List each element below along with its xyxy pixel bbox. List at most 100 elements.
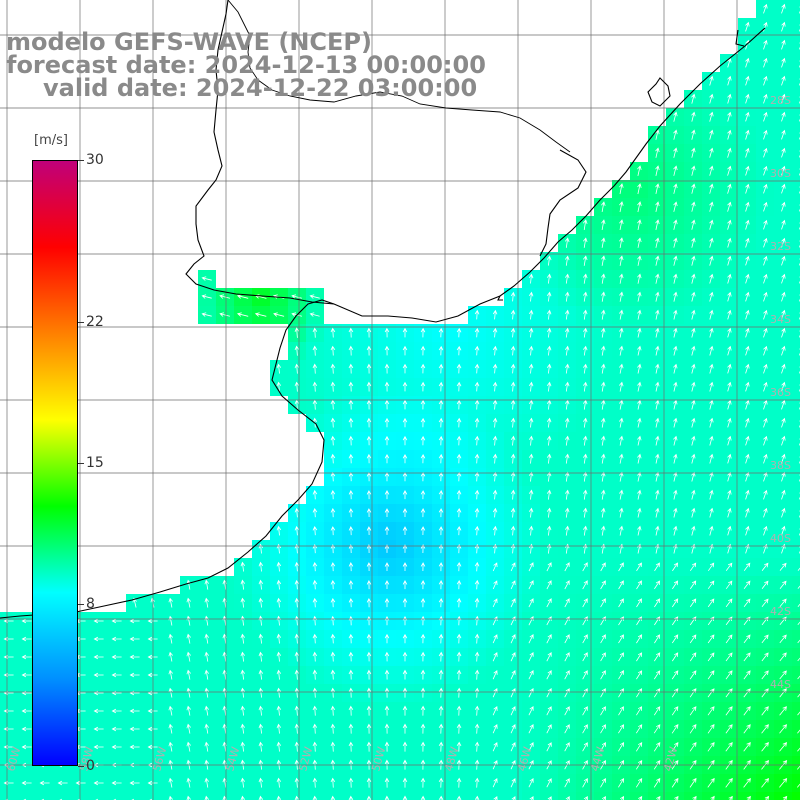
- wind-arrow: [348, 723, 354, 734]
- wind-arrow: [546, 363, 552, 374]
- wind-arrow: [781, 345, 786, 356]
- wind-arrow: [746, 795, 751, 800]
- wind-arrow: [294, 687, 300, 698]
- wind-arrow: [384, 777, 390, 788]
- wind-arrow: [528, 616, 534, 626]
- wind-arrow: [745, 183, 750, 194]
- wind-arrow: [582, 580, 588, 590]
- wind-arrow: [691, 525, 696, 536]
- wind-arrow: [309, 312, 320, 317]
- wind-arrow: [492, 598, 498, 608]
- wind-arrow: [276, 597, 282, 608]
- wind-arrow: [655, 147, 660, 158]
- wind-arrow: [528, 363, 534, 374]
- wind-arrow: [655, 471, 660, 482]
- wind-arrow: [384, 795, 390, 800]
- wind-arrow: [761, 742, 769, 752]
- wind-arrow: [781, 471, 786, 482]
- wind-arrow: [366, 580, 372, 590]
- longitude-label: 54W: [223, 745, 242, 773]
- wind-arrow: [348, 669, 354, 680]
- wind-arrow: [204, 723, 210, 734]
- wind-arrow: [240, 777, 246, 788]
- wind-arrow: [402, 399, 408, 410]
- wind-arrow: [204, 795, 210, 800]
- wind-arrow: [168, 705, 174, 716]
- wind-arrow: [492, 507, 498, 518]
- wind-arrow: [240, 651, 246, 662]
- wind-arrow: [600, 273, 606, 284]
- wind-arrow: [402, 435, 408, 446]
- wind-arrow: [240, 705, 246, 716]
- wind-arrow: [510, 435, 516, 446]
- wind-arrow: [528, 598, 534, 608]
- wind-arrow: [492, 417, 498, 428]
- wind-arrow: [330, 507, 336, 518]
- wind-arrow: [745, 489, 750, 500]
- latitude-labels: 28S 30S 32S 34S 36S 38S 40S 42S 44S: [770, 94, 791, 691]
- wind-arrow: [276, 579, 282, 590]
- wind-arrow: [312, 687, 318, 698]
- wind-arrow: [492, 453, 498, 464]
- wind-arrow: [709, 273, 714, 284]
- wind-arrow: [725, 580, 733, 590]
- wind-arrow: [402, 453, 408, 464]
- wind-arrow: [600, 489, 606, 500]
- wind-arrow: [330, 633, 336, 644]
- wind-arrow: [510, 616, 516, 626]
- wind-arrow: [564, 435, 570, 446]
- wind-arrow: [312, 381, 318, 392]
- wind-arrow: [201, 312, 212, 317]
- wind-arrow: [312, 327, 318, 338]
- longitude-labels: 60W 58W 56W 54W 52W 50W 48W 46W 44W 42W: [4, 745, 680, 773]
- wind-arrow: [707, 742, 715, 752]
- wind-arrow: [725, 562, 733, 571]
- wind-arrow: [671, 777, 679, 788]
- wind-arrow: [781, 111, 786, 122]
- wind-arrow: [637, 381, 642, 392]
- wind-arrow: [653, 688, 661, 698]
- wind-arrow: [709, 417, 714, 428]
- wind-arrow: [492, 724, 498, 734]
- wind-arrow: [168, 741, 174, 752]
- wind-arrow: [474, 597, 480, 608]
- wind-arrow: [745, 75, 750, 86]
- wind-arrow: [492, 435, 498, 446]
- wind-arrow: [330, 741, 336, 752]
- wind-arrow: [456, 435, 462, 446]
- wind-arrow: [600, 724, 606, 734]
- wind-arrow: [673, 363, 678, 374]
- wind-arrow: [691, 201, 696, 212]
- wind-arrow: [763, 489, 768, 500]
- wind-arrow: [492, 652, 498, 662]
- wind-arrow: [348, 562, 354, 572]
- colorbar-tick-label: 15: [86, 455, 104, 471]
- longitude-label: 42W: [661, 745, 680, 773]
- wind-arrow: [21, 780, 32, 786]
- wind-arrow: [420, 399, 426, 410]
- wind-arrow: [782, 795, 788, 800]
- coastline-rio-de-la-plata: [185, 0, 335, 305]
- wind-arrow: [600, 453, 606, 464]
- wind-speed-cell: [792, 396, 800, 414]
- wind-arrow: [309, 294, 320, 299]
- wind-arrow: [655, 237, 660, 248]
- wind-arrow: [564, 525, 570, 536]
- wind-arrow: [671, 723, 679, 734]
- wind-arrow: [709, 399, 714, 410]
- wind-speed-cell: [792, 162, 800, 180]
- wind-arrow: [564, 309, 570, 320]
- wind-arrow: [456, 561, 462, 572]
- wind-arrow: [291, 294, 303, 299]
- wind-arrow: [366, 435, 372, 446]
- wind-arrow: [619, 219, 624, 230]
- wind-arrow: [348, 508, 354, 518]
- wind-arrow: [564, 634, 570, 644]
- wind-arrow: [474, 381, 480, 392]
- wind-arrow: [546, 507, 552, 518]
- wind-arrow: [655, 129, 660, 140]
- title-valid-date: valid date: 2024-12-22 03:00:00: [43, 74, 478, 102]
- wind-arrow: [93, 654, 104, 660]
- wind-arrow: [168, 777, 174, 788]
- wind-arrow: [528, 471, 534, 482]
